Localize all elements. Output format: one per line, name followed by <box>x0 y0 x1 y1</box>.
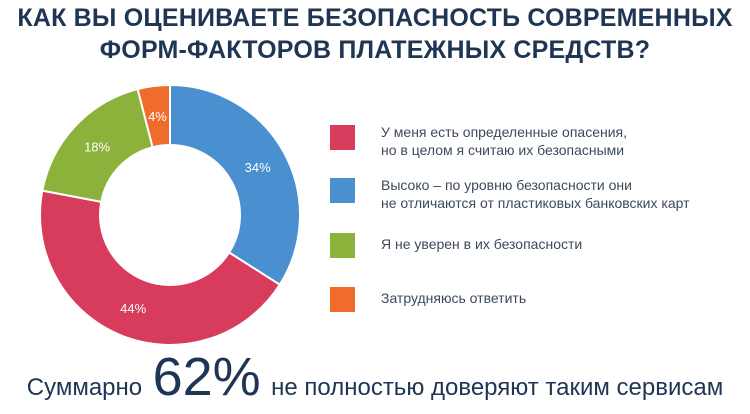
summary-line: Суммарно 62% не полностью доверяют таким… <box>0 350 750 404</box>
chart-title: КАК ВЫ ОЦЕНИВАЕТЕ БЕЗОПАСНОСТЬ СОВРЕМЕНН… <box>0 2 750 66</box>
donut-slice-high <box>169 83 301 287</box>
data-label-concerns: 44% <box>120 301 146 316</box>
donut-chart: 34% 44% 18% 4% <box>39 83 301 346</box>
legend-label-line-1: У меня есть определенные опасения, <box>381 124 628 140</box>
legend-swatch-concerns <box>330 125 355 150</box>
legend-label-line-1: Высоко – по уровню безопасности они <box>381 177 632 193</box>
chart-title-line-2: ФОРМ-ФАКТОРОВ ПЛАТЕЖНЫХ СРЕДСТВ? <box>99 36 651 64</box>
legend-swatch-hard-to-say <box>330 287 355 312</box>
summary-prefix: Суммарно <box>26 374 143 401</box>
data-label-high: 34% <box>245 160 271 175</box>
legend-swatch-unsure <box>330 233 355 258</box>
summary-percentage: 62% <box>152 347 261 407</box>
legend-label-line-2: но в целом я считаю их безопасными <box>381 142 625 158</box>
legend-swatch-high <box>330 178 355 203</box>
chart-title-line-1: КАК ВЫ ОЦЕНИВАЕТЕ БЕЗОПАСНОСТЬ СОВРЕМЕНН… <box>17 4 733 32</box>
summary-suffix: не полностью доверяют таким сервисам <box>271 374 724 401</box>
data-label-unsure: 18% <box>84 140 110 155</box>
donut-slice-concerns <box>39 189 282 346</box>
donut-slice-hard-to-say <box>136 83 171 149</box>
data-label-hard-to-say: 4% <box>148 109 167 124</box>
legend-label-line-1: Я не уверен в их безопасности <box>381 236 583 252</box>
legend-label-line-2: не отличаются от пластиковых банковских … <box>381 195 690 211</box>
legend-label-line-1: Затрудняюсь ответить <box>381 290 527 306</box>
